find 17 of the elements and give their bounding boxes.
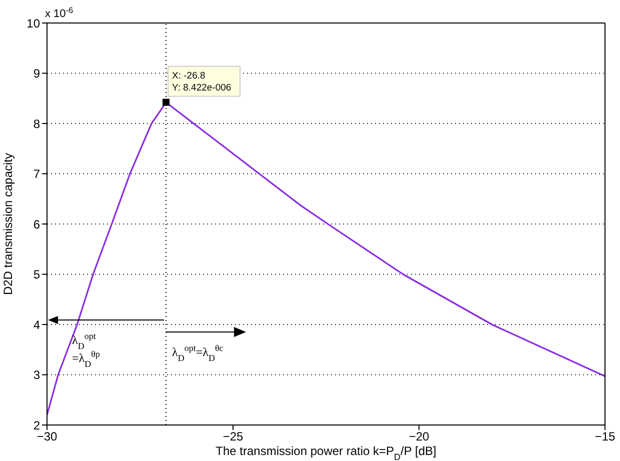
x-tick-label: −15 (594, 430, 616, 444)
y-tick-label: 6 (33, 217, 40, 232)
y-tick-label: 4 (33, 318, 40, 332)
y-tick-label: 9 (33, 66, 40, 81)
x-axis-title: The transmission power ratio k=P$_{D}$/P [dB] (216, 444, 436, 461)
y-tick-label: 8 (33, 116, 40, 131)
x-tick-label: −20 (408, 430, 430, 444)
annotation: X: -26.8 Y: 8.422e-006 (172, 70, 232, 94)
y-tick-label: 5 (33, 268, 40, 282)
y-tick-label: 3 (33, 368, 40, 382)
y-tick-label: 10 (26, 16, 40, 30)
y-axis-title: D2D transmission capacity (1, 152, 15, 296)
x-tick-label: −30 (36, 430, 58, 444)
y-tick-label: 7 (33, 167, 40, 182)
text: x 10$^{-6}$ (45, 6, 74, 20)
x-tick-label: −25 (222, 430, 244, 444)
y-tick-label: 2 (33, 418, 40, 432)
